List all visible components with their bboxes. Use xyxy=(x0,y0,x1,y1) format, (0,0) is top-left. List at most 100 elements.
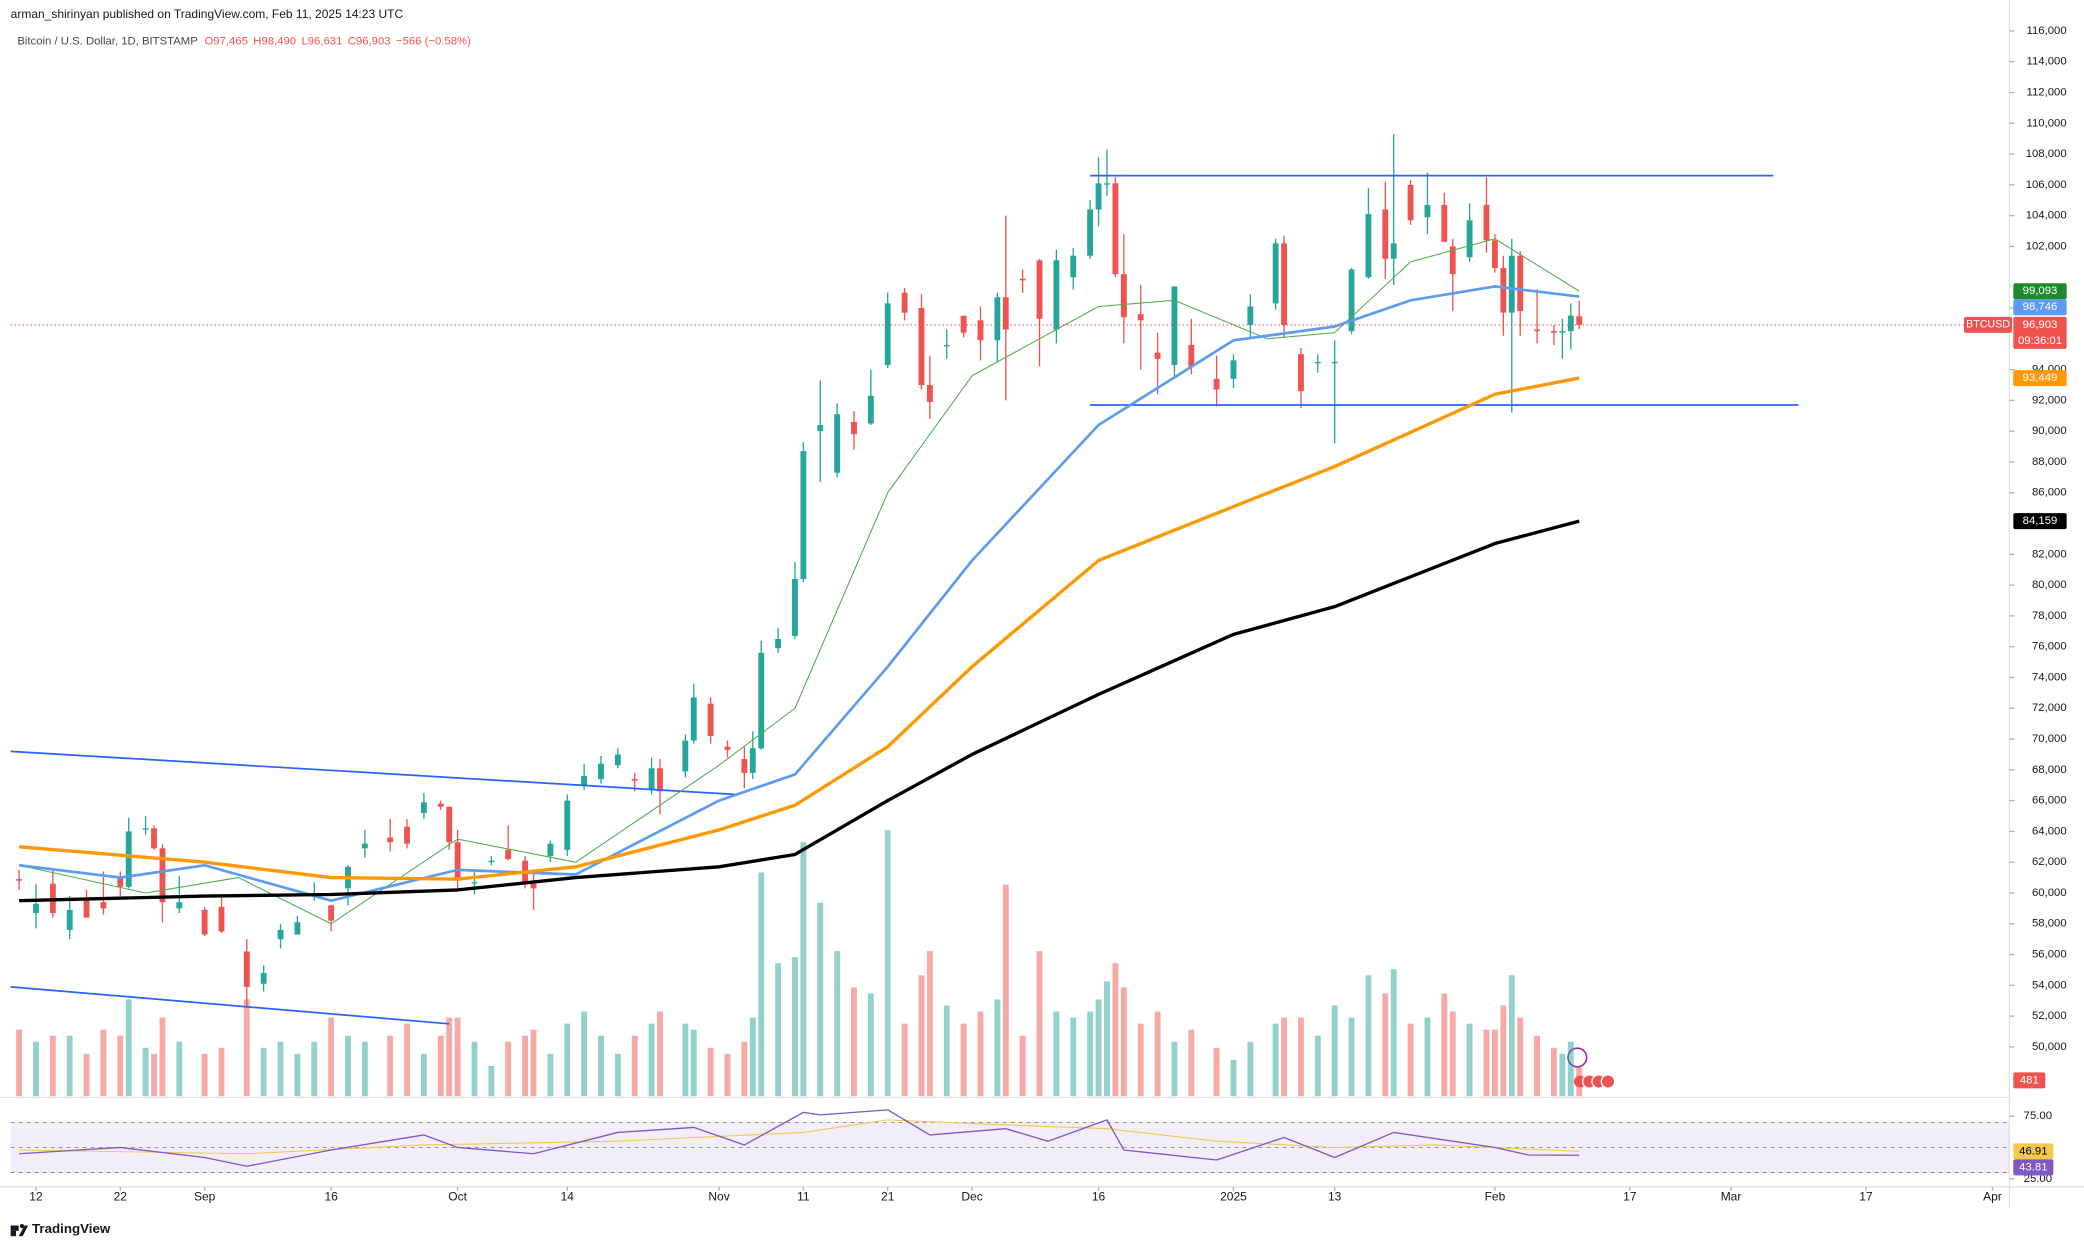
candle-body xyxy=(724,746,731,750)
candle-body xyxy=(1120,274,1127,318)
price-badge-label: 84,159 xyxy=(2023,515,2058,527)
candle-body xyxy=(1104,183,1110,185)
volume-bar xyxy=(1095,999,1102,1097)
rsi-ma-line xyxy=(19,1119,1580,1155)
volume-bar xyxy=(758,872,765,1097)
volume-bar xyxy=(724,1053,731,1097)
candle-body xyxy=(530,883,537,889)
ohlc-value: L96,631 xyxy=(301,36,342,48)
x-tick-label: 12 xyxy=(29,1190,43,1204)
y-tick-label: 76,000 xyxy=(2032,641,2067,653)
y-tick-label: 72,000 xyxy=(2032,702,2067,714)
volume-bar xyxy=(1230,1059,1237,1097)
volume-bar xyxy=(1559,1053,1566,1097)
candle-body xyxy=(1281,243,1288,325)
volume-bar xyxy=(1247,1041,1254,1097)
volume-bar xyxy=(648,1023,655,1097)
volume-bar xyxy=(707,1047,714,1097)
candle-body xyxy=(817,425,824,432)
candle-body xyxy=(117,876,124,887)
volume-bar xyxy=(792,957,798,1097)
volume-bar xyxy=(387,1035,394,1097)
volume-bar xyxy=(1382,993,1389,1097)
candle-body xyxy=(100,902,107,909)
y-tick-label: 78,000 xyxy=(2032,610,2067,622)
y-tick-label: 52,000 xyxy=(2032,1010,2067,1022)
candle-body xyxy=(1019,278,1026,281)
volume-bar xyxy=(657,1011,663,1097)
volume-bar xyxy=(1567,1041,1574,1097)
volume-bar xyxy=(260,1047,267,1097)
candle-body xyxy=(437,803,444,807)
y-tick-label: 92,000 xyxy=(2032,394,2067,406)
y-tick-label: 86,000 xyxy=(2032,487,2067,499)
candle-body xyxy=(1314,361,1321,364)
candle-body xyxy=(505,849,512,860)
candle-body xyxy=(1382,209,1389,259)
candle-body xyxy=(1036,260,1043,319)
y-tick-label: 54,000 xyxy=(2032,979,2067,991)
price-badge xyxy=(2013,370,2067,387)
candle-body xyxy=(1500,268,1507,313)
rsi-tick-label: 25.00 xyxy=(2024,1173,2052,1185)
volume-bar xyxy=(404,1023,410,1097)
candle-body xyxy=(792,578,798,636)
candle-body xyxy=(1567,315,1574,332)
volume-bar xyxy=(311,1041,318,1097)
x-tick-label: 21 xyxy=(881,1190,895,1204)
volume-bar xyxy=(943,1005,950,1097)
candle-body xyxy=(1188,344,1195,367)
volume-bar xyxy=(437,1035,444,1097)
rsi-line xyxy=(19,1109,1580,1167)
volume-bar xyxy=(1534,1035,1541,1097)
volume-bar xyxy=(1348,1017,1355,1097)
candle-body xyxy=(800,451,807,579)
price-badge-label: 99,093 xyxy=(2023,285,2058,297)
price-badge xyxy=(2013,299,2067,316)
candle-body xyxy=(977,320,984,341)
volume-bar xyxy=(1120,987,1127,1097)
price-badge-label: 93,449 xyxy=(2023,372,2058,384)
volume-bar xyxy=(1188,1029,1195,1097)
candle-body xyxy=(648,768,655,790)
candle-body xyxy=(1137,314,1144,321)
candle-body xyxy=(1534,329,1541,332)
candle-body xyxy=(1483,204,1490,241)
published-line: arman_shirinyan published on TradingView… xyxy=(11,7,404,21)
candle-body xyxy=(918,308,925,385)
volume-bar xyxy=(454,1017,461,1097)
volume-bar xyxy=(1137,1023,1144,1097)
volume-bar xyxy=(1390,969,1397,1097)
candle-body xyxy=(361,843,368,849)
candle-body xyxy=(1002,297,1009,330)
candle-body xyxy=(564,800,571,850)
y-tick-label: 88,000 xyxy=(2032,456,2067,468)
candle-body xyxy=(994,297,1001,341)
volume-bar xyxy=(1087,1011,1094,1097)
candle-body xyxy=(260,973,267,984)
volume-bar xyxy=(446,1017,453,1097)
volume-bar xyxy=(977,1011,984,1097)
volume-bar xyxy=(243,999,250,1097)
candle-body xyxy=(1171,286,1178,365)
volume-bar xyxy=(1441,993,1448,1097)
volume-badge xyxy=(2013,1072,2046,1089)
volume-bar xyxy=(1483,1029,1490,1097)
logo-part xyxy=(18,1225,28,1237)
candle-body xyxy=(1466,220,1473,258)
volume-bar xyxy=(218,1047,225,1097)
candle-body xyxy=(1272,243,1279,304)
volume-bar xyxy=(1466,1023,1473,1097)
volume-bar xyxy=(1517,1017,1524,1097)
candle-body xyxy=(1559,331,1566,333)
candle-body xyxy=(159,848,166,903)
candle-body xyxy=(1517,255,1524,312)
volume-bar xyxy=(682,1023,689,1097)
candle-body xyxy=(125,831,132,887)
y-tick-label: 70,000 xyxy=(2032,733,2067,745)
moving-average xyxy=(18,285,1580,903)
candle-body xyxy=(960,315,967,333)
y-tick-label: 82,000 xyxy=(2032,548,2067,560)
event-icon[interactable] xyxy=(1600,1074,1616,1089)
x-tick-label: Feb xyxy=(1485,1190,1506,1204)
